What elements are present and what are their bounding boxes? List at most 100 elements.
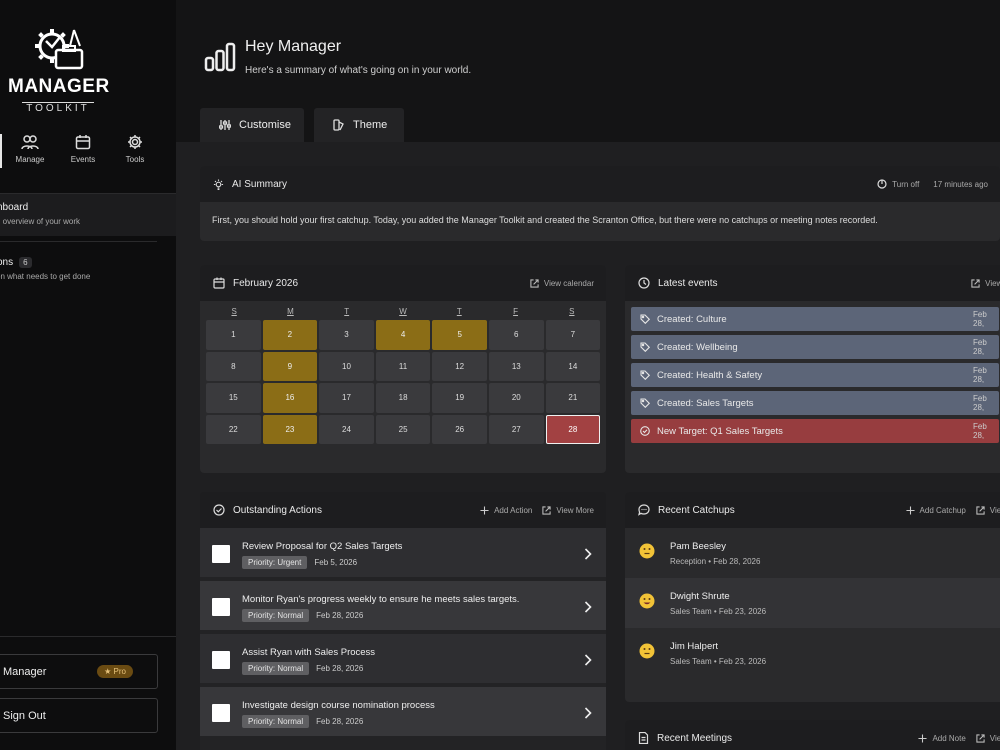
calendar-day[interactable]: 11 [375, 351, 431, 382]
event-item[interactable]: Created: Wellbeing Feb 28, [631, 335, 999, 359]
calendar-day[interactable]: 3 [319, 320, 374, 350]
view-more-link[interactable]: View More [542, 506, 594, 515]
action-row[interactable]: Monitor Ryan's progress weekly to ensure… [200, 581, 606, 632]
calendar-day[interactable]: 22 [206, 414, 261, 445]
calendar-day[interactable]: 15 [206, 383, 261, 413]
nav-item-events[interactable]: Events [58, 134, 108, 164]
calendar-day[interactable]: 6 [488, 320, 544, 350]
clock-icon [638, 277, 650, 289]
sign-out-button[interactable]: Sign Out [0, 698, 158, 733]
calendar-day[interactable]: 23 [262, 414, 318, 445]
calendar-header: February 2026 View calendar [200, 265, 606, 301]
avatar [639, 593, 655, 614]
calendar-day[interactable]: 2 [262, 320, 318, 350]
nav-item-tools[interactable]: Tools [110, 134, 160, 164]
action-date: Feb 28, 2026 [316, 611, 364, 620]
summary-time: 17 minutes ago [933, 179, 988, 189]
account-button[interactable]: Manager ★ Pro [0, 654, 158, 689]
view-catchups-link[interactable]: View [976, 506, 1000, 515]
calendar-day[interactable]: 18 [375, 383, 431, 413]
action-row[interactable]: Review Proposal for Q2 Sales Targets Prio… [200, 528, 606, 579]
view-meetings-link[interactable]: View [976, 734, 1000, 743]
panel-title: Latest events [658, 277, 718, 289]
turn-off-button[interactable]: Turn off [877, 179, 919, 189]
events-header: Latest events View e [625, 265, 1000, 301]
calendar-day[interactable]: 12 [432, 351, 487, 382]
calendar-day[interactable]: 10 [319, 351, 374, 382]
action-checkbox[interactable] [212, 651, 230, 669]
calendar-day[interactable]: 20 [488, 383, 544, 413]
view-meetings-label: View [989, 733, 1000, 743]
catchup-row[interactable]: Dwight Shrute Sales Team • Feb 23, 2026 [625, 578, 1000, 628]
action-title: Investigate design course nomination pro… [242, 700, 435, 711]
ai-summary-panel: AI Summary Turn off 17 minutes ago First… [200, 166, 1000, 241]
calendar-day[interactable]: 5 [432, 320, 487, 350]
view-events-link[interactable]: View e [971, 279, 1000, 288]
tab-theme[interactable]: Theme [314, 108, 404, 142]
calendar-day[interactable]: 19 [432, 383, 487, 413]
sidebar-divider [0, 241, 157, 242]
event-date: Feb 28, [973, 310, 987, 328]
sidebar-item-description: on what needs to get done [0, 272, 91, 281]
calendar-month: February 2026 [233, 277, 299, 289]
add-note-button[interactable]: Add Note [918, 733, 966, 743]
pro-badge: ★ Pro [97, 665, 133, 678]
calendar-day[interactable]: 27 [488, 414, 544, 445]
calendar-day[interactable]: 16 [262, 383, 318, 413]
event-item[interactable]: Created: Health & Safety Feb 28, [631, 363, 999, 387]
calendar-day[interactable]: 25 [375, 414, 431, 445]
priority-badge: Priority: Urgent [242, 556, 308, 569]
catchup-row[interactable]: Pam Beesley Reception • Feb 28, 2026 [625, 528, 1000, 578]
action-title: Assist Ryan with Sales Process [242, 647, 376, 658]
action-checkbox[interactable] [212, 545, 230, 563]
event-item[interactable]: New Target: Q1 Sales Targets Feb 28, [631, 419, 999, 443]
event-item[interactable]: Created: Culture Feb 28, [631, 307, 999, 331]
action-row[interactable]: Investigate design course nomination pro… [200, 687, 606, 738]
view-more-label: View More [556, 505, 594, 515]
plus-icon [480, 505, 489, 515]
sliders-icon [219, 120, 231, 130]
nav-item-manage[interactable]: Manage [5, 134, 55, 164]
neutral-face-icon [639, 543, 655, 559]
view-calendar-link[interactable]: View calendar [530, 279, 594, 288]
tab-customise[interactable]: Customise [200, 108, 304, 142]
calendar-day[interactable]: 28 [545, 414, 601, 445]
action-row[interactable]: Assist Ryan with Sales Process Priority: … [200, 634, 606, 685]
calendar-day[interactable]: 1 [206, 320, 261, 350]
add-catchup-button[interactable]: Add Catchup [905, 506, 966, 515]
catchup-name: Jim Halpert [670, 641, 719, 652]
event-item[interactable]: Created: Sales Targets Feb 28, [631, 391, 999, 415]
brand-title: MANAGER [8, 76, 110, 97]
calendar-controls: View calendar [520, 265, 594, 301]
calendar-day[interactable]: 21 [545, 383, 601, 413]
calendar-day[interactable]: 8 [206, 351, 261, 382]
chevron-container [584, 706, 592, 724]
power-icon [877, 179, 887, 189]
calendar-day[interactable]: 14 [545, 351, 601, 382]
sidebar-item-actions[interactable]: ons 6 on what needs to get done [0, 249, 176, 289]
calendar-day[interactable]: 9 [262, 351, 318, 382]
calendar-day[interactable]: 4 [375, 320, 431, 350]
actions-panel: Outstanding Actions Add Action View More… [200, 492, 606, 750]
tag-icon [640, 342, 650, 352]
chevron-container [584, 547, 592, 565]
chevron-right-icon [584, 548, 592, 560]
calendar-day[interactable]: 26 [432, 414, 487, 445]
calendar-day[interactable]: 24 [319, 414, 374, 445]
calendar-day[interactable]: 17 [319, 383, 374, 413]
weekday-label: T [344, 307, 350, 316]
brand-logo[interactable]: MANAGER TOOLKIT [8, 26, 110, 116]
tab-label: Customise [239, 119, 291, 131]
panel-title: Recent Catchups [658, 504, 735, 516]
add-action-button[interactable]: Add Action [480, 506, 532, 515]
add-note-label: Add Note [932, 733, 966, 743]
action-checkbox[interactable] [212, 704, 230, 722]
nav-active-marker [0, 134, 2, 168]
page-title: Hey Manager [245, 38, 342, 55]
sidebar-item-dashboard[interactable]: nboard n overview of your work [0, 194, 176, 236]
action-checkbox[interactable] [212, 598, 230, 616]
calendar-day[interactable]: 13 [488, 351, 544, 382]
calendar-day[interactable]: 7 [545, 320, 601, 350]
catchup-row[interactable]: Jim Halpert Sales Team • Feb 23, 2026 [625, 628, 1000, 678]
